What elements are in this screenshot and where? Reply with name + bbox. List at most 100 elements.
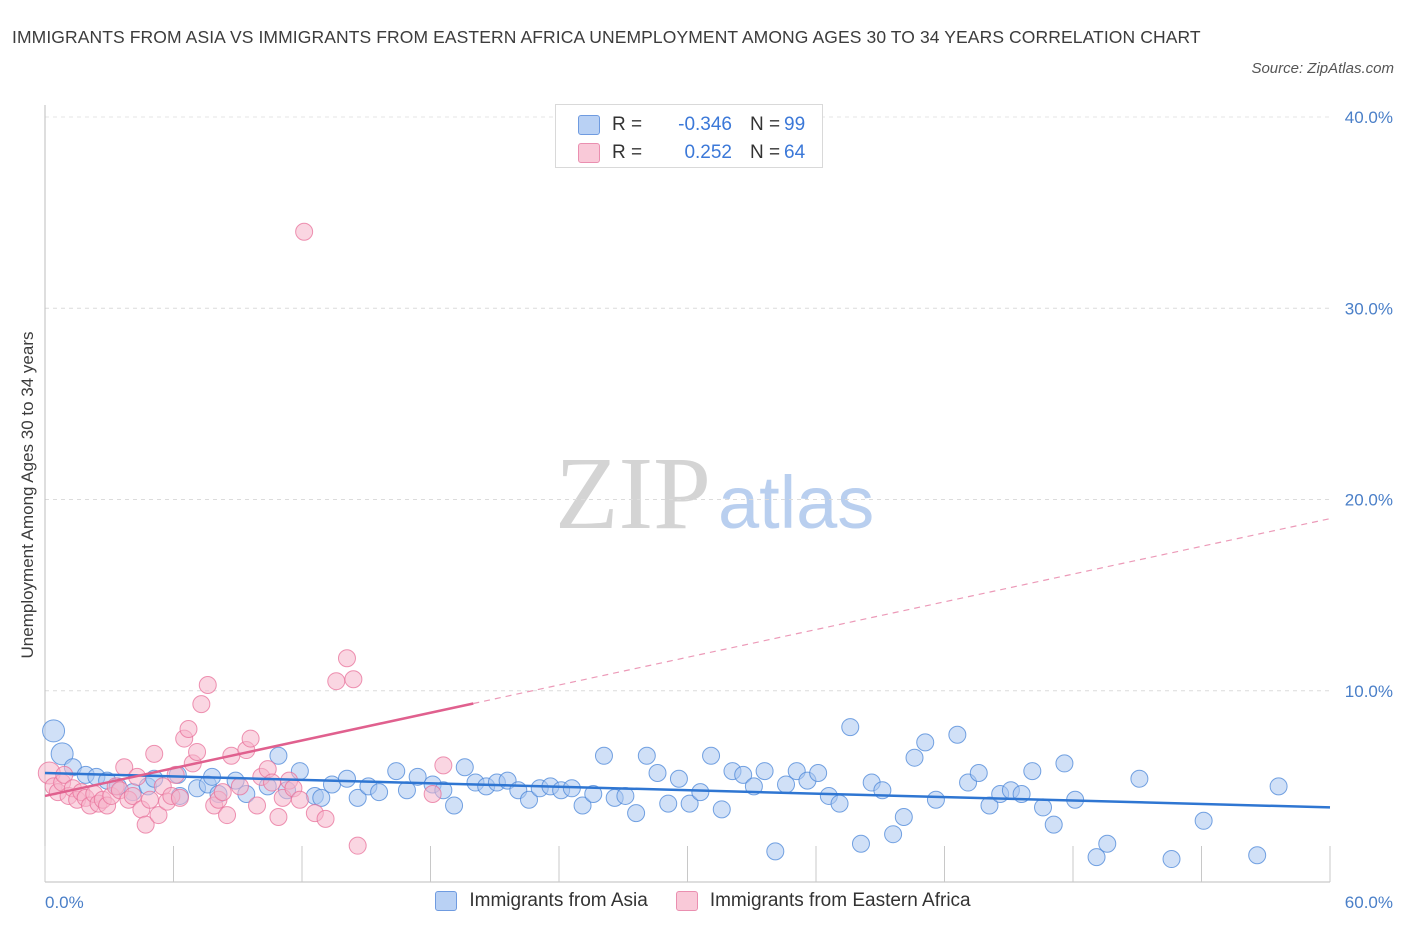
legend-n-label: N = — [750, 142, 781, 163]
asia-point — [616, 786, 635, 805]
asia-point — [455, 758, 474, 777]
africa-point — [149, 806, 168, 825]
asia-point — [584, 785, 603, 804]
asia-point — [1044, 815, 1063, 834]
africa-point — [348, 836, 367, 855]
asia-point — [1269, 777, 1288, 796]
asia-point — [712, 800, 731, 819]
asia-point — [830, 794, 849, 813]
legend-r-value: 0.252 — [684, 142, 732, 163]
legend-row-africa: R = 0.252 N = 64 — [578, 140, 805, 166]
asia-point — [1130, 769, 1149, 788]
asia-point — [387, 762, 406, 781]
africa-point — [295, 222, 314, 241]
series-swatch-asia — [435, 891, 458, 911]
asia-point — [1034, 798, 1053, 817]
asia-point — [627, 804, 646, 823]
africa-trend-line-extrapolated — [473, 518, 1331, 705]
africa-point — [179, 720, 198, 738]
chart-title: IMMIGRANTS FROM ASIA VS IMMIGRANTS FROM … — [12, 27, 1201, 47]
x-tick-label-min: 0.0% — [45, 893, 84, 912]
correlation-legend: R = -0.346 N = 99 R = 0.252 N = 64 — [555, 104, 823, 168]
watermark-zip: ZIP — [555, 436, 711, 551]
legend-row-asia: R = -0.346 N = 99 — [578, 112, 805, 138]
africa-point — [423, 785, 442, 804]
asia-point — [851, 834, 870, 853]
asia-point — [1023, 762, 1042, 781]
asia-point — [702, 746, 721, 765]
asia-point — [809, 763, 828, 782]
asia-point — [926, 790, 945, 809]
asia-point — [948, 725, 967, 744]
africa-trend-line — [44, 702, 474, 798]
asia-point — [1055, 754, 1074, 773]
asia-point — [841, 718, 860, 737]
legend-n-value: 99 — [784, 114, 806, 135]
africa-point — [434, 756, 453, 775]
africa-point — [198, 676, 217, 695]
africa-point — [166, 765, 185, 784]
asia-point — [348, 788, 367, 807]
africa-point — [248, 796, 267, 815]
asia-point — [573, 796, 592, 815]
africa-point — [188, 742, 207, 761]
asia-point — [337, 769, 356, 788]
asia-point — [648, 763, 667, 782]
asia-point — [1098, 834, 1117, 853]
africa-point — [145, 744, 164, 763]
series-label-africa: Immigrants from Eastern Africa — [709, 890, 971, 911]
asia-point — [637, 746, 656, 765]
africa-point — [136, 815, 155, 834]
asia-point — [916, 733, 935, 752]
africa-point — [218, 806, 237, 825]
africa-point — [123, 786, 142, 805]
asia-point — [408, 767, 427, 786]
asia-point — [894, 807, 913, 826]
asia-point — [445, 796, 464, 815]
africa-point — [241, 729, 260, 748]
asia-point — [669, 769, 688, 788]
africa-point — [140, 790, 159, 809]
asia-point — [42, 719, 66, 743]
africa-point — [290, 790, 309, 809]
africa-point — [269, 807, 288, 826]
source-label: Source: ZipAtlas.com — [1251, 60, 1394, 77]
africa-point — [327, 672, 346, 691]
legend-r-label: R = — [612, 114, 643, 135]
watermark-atlas: atlas — [718, 461, 874, 544]
asia-point — [1087, 848, 1106, 867]
asia-point — [680, 794, 699, 813]
asia-point — [520, 790, 539, 809]
legend-n-value: 64 — [784, 142, 806, 163]
series-label-asia: Immigrants from Asia — [469, 890, 648, 911]
asia-point — [50, 742, 74, 766]
asia-point — [905, 748, 924, 767]
africa-point — [170, 788, 189, 807]
asia-point — [370, 783, 389, 802]
series-swatch-africa — [675, 891, 698, 911]
asia-point — [659, 794, 678, 813]
asia-point — [980, 796, 999, 815]
asia-point — [312, 788, 331, 807]
legend-swatch-asia — [578, 115, 600, 135]
africa-point — [337, 649, 356, 668]
asia-point — [269, 746, 288, 765]
series-legend-africa[interactable]: Immigrants from Eastern Africa — [675, 890, 971, 912]
asia-point — [1194, 811, 1213, 830]
asia-point — [594, 746, 613, 765]
asia-point — [1248, 846, 1267, 865]
asia-point — [691, 783, 710, 802]
asia-point — [969, 763, 988, 782]
legend-swatch-africa — [578, 143, 600, 163]
series-legend-asia[interactable]: Immigrants from Asia — [435, 890, 648, 912]
africa-point — [192, 695, 211, 714]
y-tick-label: 10.0% — [1345, 682, 1393, 701]
watermark: ZIP atlas — [555, 436, 874, 551]
asia-point — [734, 765, 753, 784]
legend-n-label: N = — [750, 114, 781, 135]
series-legend: Immigrants from Asia Immigrants from Eas… — [0, 890, 1406, 912]
africa-point — [344, 670, 363, 689]
asia-trend-line — [44, 771, 1331, 809]
asia-point — [884, 825, 903, 844]
